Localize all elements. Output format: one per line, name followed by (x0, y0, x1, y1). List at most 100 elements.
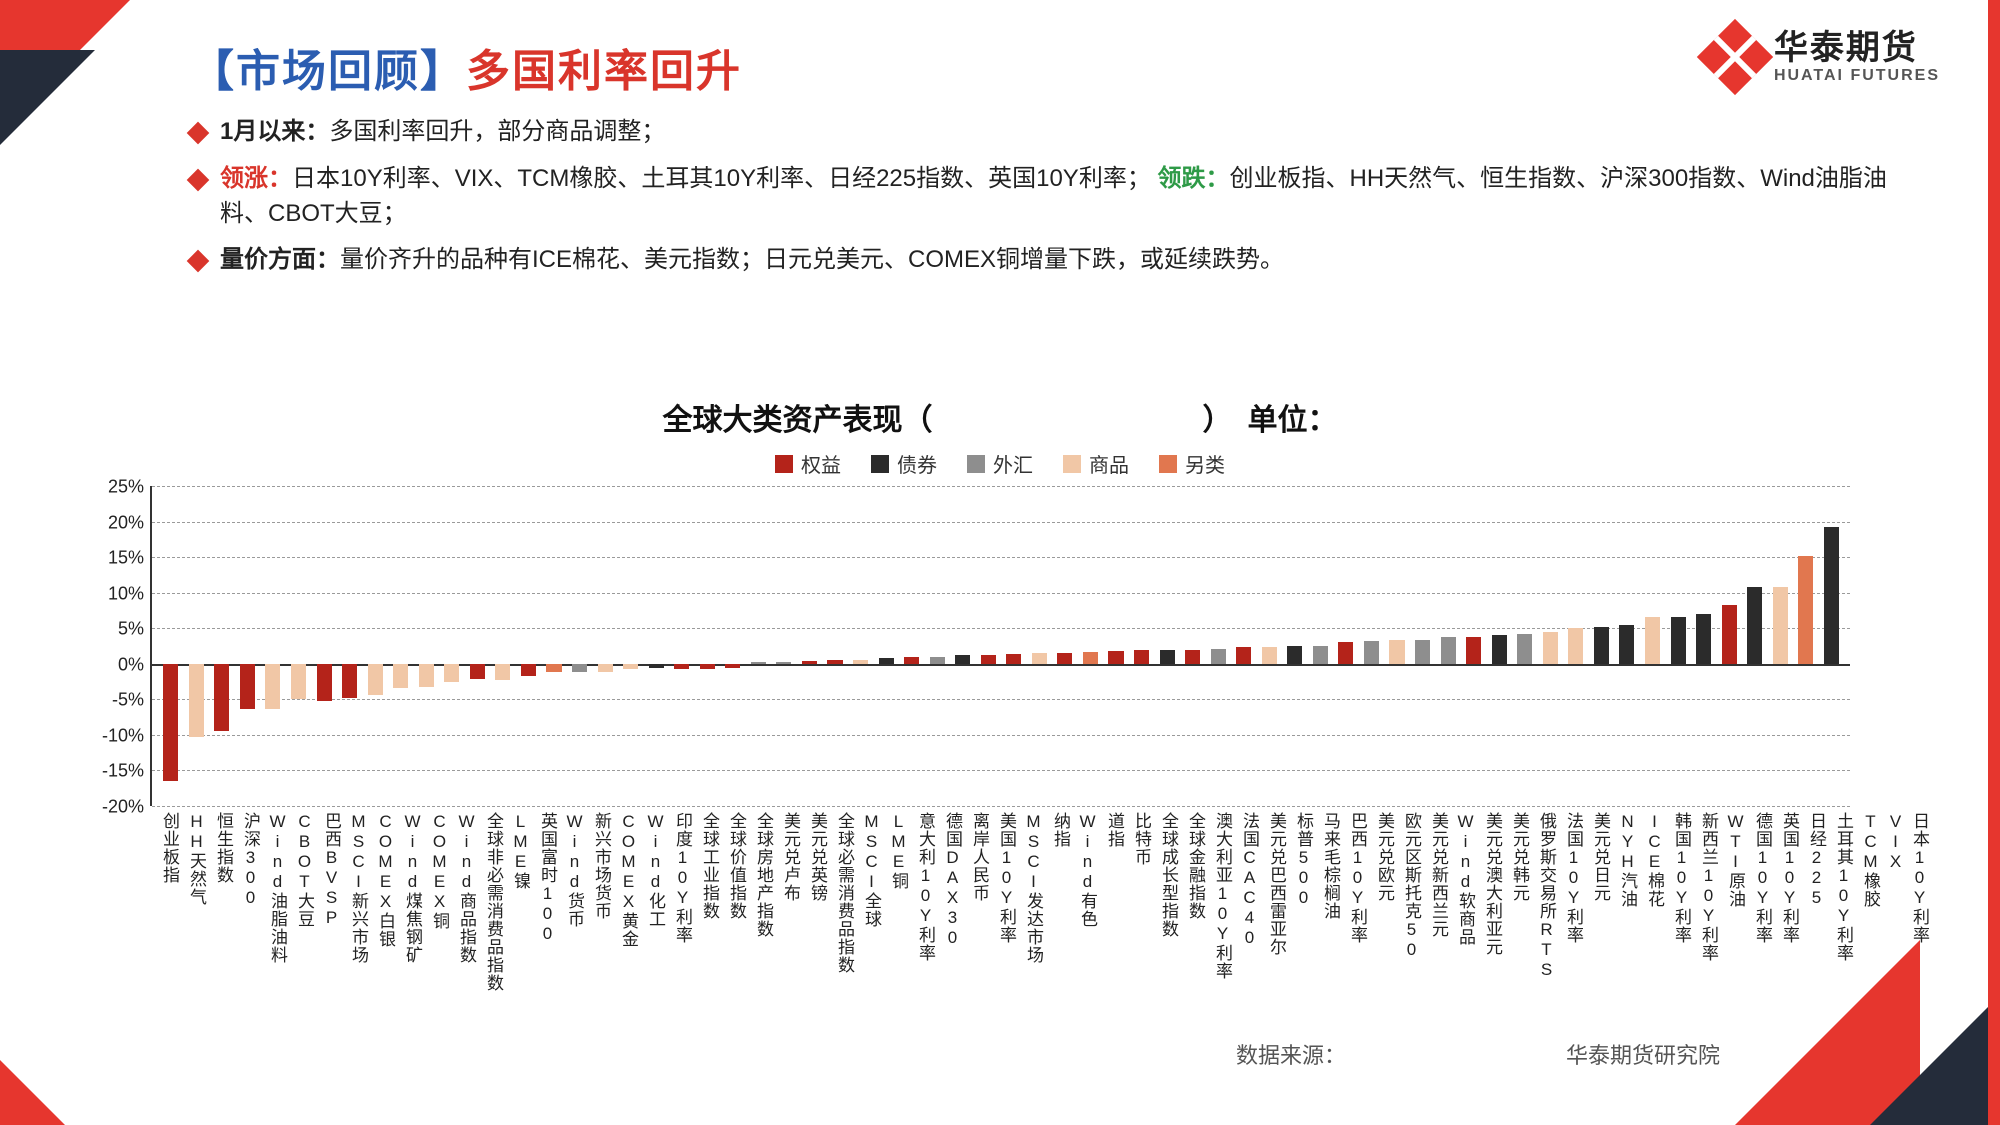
bar-rect (342, 664, 357, 698)
legend-swatch (1063, 455, 1081, 473)
xlabel: 日本10Y利率 (1907, 806, 1932, 1046)
xlabel: 意大利10Y利率 (913, 806, 938, 1046)
legend-item: 另类 (1159, 449, 1225, 478)
bar (747, 486, 771, 806)
bullet-diamond-icon (187, 250, 210, 273)
bar (287, 486, 311, 806)
xlabel: MSCI发达市场 (1021, 806, 1046, 1046)
legend-item: 债券 (871, 449, 937, 478)
bar-rect (1747, 587, 1762, 664)
bar (185, 486, 209, 806)
xlabel: ICE棉花 (1642, 806, 1667, 1046)
bar (312, 486, 336, 806)
brand-logo: 华泰期货 HUATAI FUTURES (1708, 30, 1940, 85)
legend-label: 权益 (801, 449, 841, 478)
bar-rect (802, 661, 817, 664)
bar-rect (649, 664, 664, 668)
bar (1283, 486, 1307, 806)
bar-rect (444, 664, 459, 682)
bullet-item: 1月以来：多国利率回升，部分商品调整； (190, 115, 1920, 150)
bar-rect (1389, 640, 1404, 663)
bar-rect (1696, 614, 1711, 664)
bar-rect (265, 664, 280, 709)
xlabel: 新兴市场货币 (589, 806, 614, 1046)
bar (900, 486, 924, 806)
ytick-label: 25% (108, 477, 152, 498)
bar-rect (1415, 640, 1430, 664)
bar-rect (1568, 628, 1583, 664)
bar (1666, 486, 1690, 806)
bar-rect (1032, 653, 1047, 664)
bar-rect (904, 657, 919, 664)
bar (261, 486, 285, 806)
xlabel: 美元兑新西兰元 (1426, 806, 1451, 1046)
bar (1385, 486, 1409, 806)
xlabel: 道指 (1102, 806, 1127, 1046)
xlabel: 美元兑欧元 (1372, 806, 1397, 1046)
chart: 全球大类资产表现（ ） 单位： 权益债券外汇商品另类 -20%-15%-10%-… (150, 395, 1850, 1046)
bar-rect (879, 658, 894, 664)
bullet-item: 量价方面：量价齐升的品种有ICE棉花、美元指数；日元兑美元、COMEX铜增量下跌… (190, 243, 1920, 278)
xlabel: 全球金融指数 (1183, 806, 1208, 1046)
xlabel: 全球工业指数 (697, 806, 722, 1046)
bullet-list: 1月以来：多国利率回升，部分商品调整；领涨：日本10Y利率、VIX、TCM橡胶、… (190, 115, 1920, 290)
xlabel: Wind软商品 (1453, 806, 1478, 1046)
bar-rect (393, 664, 408, 688)
bar-rect (240, 664, 255, 710)
bar (1258, 486, 1282, 806)
bar (593, 486, 617, 806)
bar-rect (546, 664, 561, 673)
bar (644, 486, 668, 806)
bar-rect (1083, 652, 1098, 663)
xlabel: 欧元区斯托克50 (1399, 806, 1424, 1046)
ytick-label: 20% (108, 512, 152, 533)
xlabel: Wind油脂油料 (265, 806, 290, 1046)
bar (1820, 486, 1844, 806)
bar (542, 486, 566, 806)
xlabel: VIX (1885, 806, 1905, 1046)
bar (210, 486, 234, 806)
xlabel: COMEX白银 (373, 806, 398, 1046)
bar (1002, 486, 1026, 806)
bar (1309, 486, 1333, 806)
xlabel: 美国10Y利率 (994, 806, 1019, 1046)
bar-rect (1722, 605, 1737, 663)
bar-rect (1492, 635, 1507, 663)
bar-rect (1645, 617, 1660, 664)
bar-rect (1773, 587, 1788, 664)
xlabel: COMEX铜 (427, 806, 452, 1046)
slide: 华泰期货 HUATAI FUTURES 【市场回顾】 多国利率回升 1月以来：多… (0, 0, 2000, 1125)
bar-rect (1441, 637, 1456, 664)
slide-title: 【市场回顾】 多国利率回升 (190, 35, 742, 99)
bar (977, 486, 1001, 806)
bar-rect (1364, 641, 1379, 664)
bar (1079, 486, 1103, 806)
bar-rect (1466, 637, 1481, 664)
xlabel: 全球房地产指数 (751, 806, 776, 1046)
bar (1181, 486, 1205, 806)
xlabel: 德国DAX30 (940, 806, 965, 1046)
bar-rect (1313, 646, 1328, 664)
xlabel: 土耳其10Y利率 (1831, 806, 1856, 1046)
xlabel: 全球价值指数 (724, 806, 749, 1046)
bar-rect (1006, 654, 1021, 664)
bar (568, 486, 592, 806)
bar (772, 486, 796, 806)
xlabel: 全球必需消费品指数 (832, 806, 857, 1046)
xlabel: 恒生指数 (211, 806, 236, 1046)
xlabel: 英国10Y利率 (1777, 806, 1802, 1046)
bar-rect (1517, 634, 1532, 664)
legend-label: 另类 (1185, 449, 1225, 478)
decor-bl-red (0, 1060, 65, 1125)
bar-rect (572, 664, 587, 673)
bar-rect (598, 664, 613, 672)
bar (1794, 486, 1818, 806)
bullet-text: 1月以来：多国利率回升，部分商品调整； (220, 115, 1920, 150)
bar-rect (1262, 647, 1277, 663)
bar-rect (853, 660, 868, 664)
bar (695, 486, 719, 806)
xlabel: 沪深300 (238, 806, 263, 1046)
xlabel: WTI原油 (1723, 806, 1748, 1046)
legend-label: 债券 (897, 449, 937, 478)
bar-rect (930, 657, 945, 664)
